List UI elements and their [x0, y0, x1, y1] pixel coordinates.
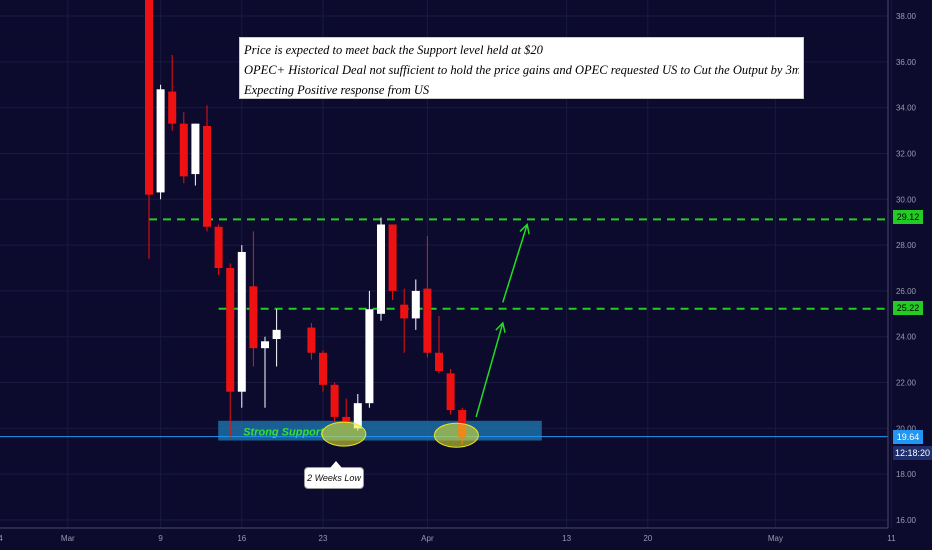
- candle-body: [319, 352, 327, 385]
- candle-body: [156, 89, 165, 193]
- candle-body: [145, 0, 153, 195]
- support-zone-layer: Strong Support: [218, 420, 542, 441]
- projection-arrow: [475, 322, 504, 418]
- candle-body: [423, 288, 432, 353]
- countdown-timer: 12:18:20: [893, 446, 932, 460]
- y-tick-label: 20.00: [896, 424, 917, 433]
- candle-body: [272, 329, 281, 340]
- price-tag-19-64: 19.64: [893, 430, 923, 444]
- price-tag-25-22: 25.22: [893, 301, 923, 315]
- two-weeks-low-callout: 2 Weeks Low: [304, 461, 364, 489]
- candle-body: [214, 226, 223, 268]
- candle-body: [342, 416, 351, 422]
- candle-body: [365, 309, 374, 404]
- candle-body: [377, 224, 385, 314]
- candle-body: [261, 341, 269, 349]
- candle-body: [353, 403, 362, 429]
- candle-body: [191, 123, 200, 175]
- x-tick-label: 9: [158, 534, 163, 543]
- x-tick-label: Apr: [421, 534, 434, 543]
- y-tick-label: 24.00: [896, 333, 917, 342]
- x-tick-label: 11: [887, 534, 896, 543]
- low-marker: [321, 421, 367, 447]
- projection-arrow-head: [495, 321, 506, 333]
- candle-body: [249, 286, 258, 349]
- y-tick-label: 16.00: [896, 516, 917, 525]
- y-tick-label: 34.00: [896, 104, 917, 113]
- y-tick-label: 38.00: [896, 12, 917, 21]
- annotation-line-3: Expecting Positive response from US: [244, 83, 430, 97]
- y-tick-label: 32.00: [896, 149, 917, 158]
- candle-body: [179, 123, 188, 177]
- y-tick-label: 26.00: [896, 287, 917, 296]
- y-tick-label: 30.00: [896, 195, 917, 204]
- x-tick-label: May: [768, 534, 783, 543]
- annotation-box: Price is expected to meet back the Suppo…: [239, 37, 804, 99]
- x-tick-label: 13: [562, 534, 571, 543]
- y-tick-label: 18.00: [896, 470, 917, 479]
- candles: [145, 0, 467, 445]
- y-tick-label: 36.00: [896, 58, 917, 67]
- candle-body: [307, 327, 316, 353]
- candle-body: [330, 384, 339, 417]
- candle-body: [435, 352, 443, 372]
- candle-body: [446, 373, 455, 411]
- low-marker: [433, 422, 479, 448]
- support-zone-label: Strong Support: [243, 427, 325, 439]
- candle-body: [411, 290, 420, 319]
- x-tick-label: 23: [319, 534, 328, 543]
- x-tick-label: Mar: [61, 534, 75, 543]
- candle-body: [226, 268, 235, 392]
- candle-body: [237, 251, 246, 392]
- annotation-line-1: Price is expected to meet back the Suppo…: [244, 43, 543, 57]
- y-tick-label: 28.00: [896, 241, 917, 250]
- x-tick-label: 16: [237, 534, 246, 543]
- markers: [321, 222, 530, 448]
- x-tick-label: 24: [0, 534, 3, 543]
- annotation-line-2: OPEC+ Historical Deal not sufficient to …: [244, 63, 799, 77]
- price-tag-29-12: 29.12: [893, 210, 923, 224]
- projection-arrow-head: [519, 222, 530, 235]
- candle-body: [388, 224, 397, 291]
- candle-body: [168, 91, 177, 124]
- candle-body: [203, 125, 211, 227]
- y-tick-label: 22.00: [896, 379, 917, 388]
- candle-body: [400, 304, 409, 319]
- projection-arrow: [502, 224, 528, 303]
- x-tick-label: 20: [643, 534, 652, 543]
